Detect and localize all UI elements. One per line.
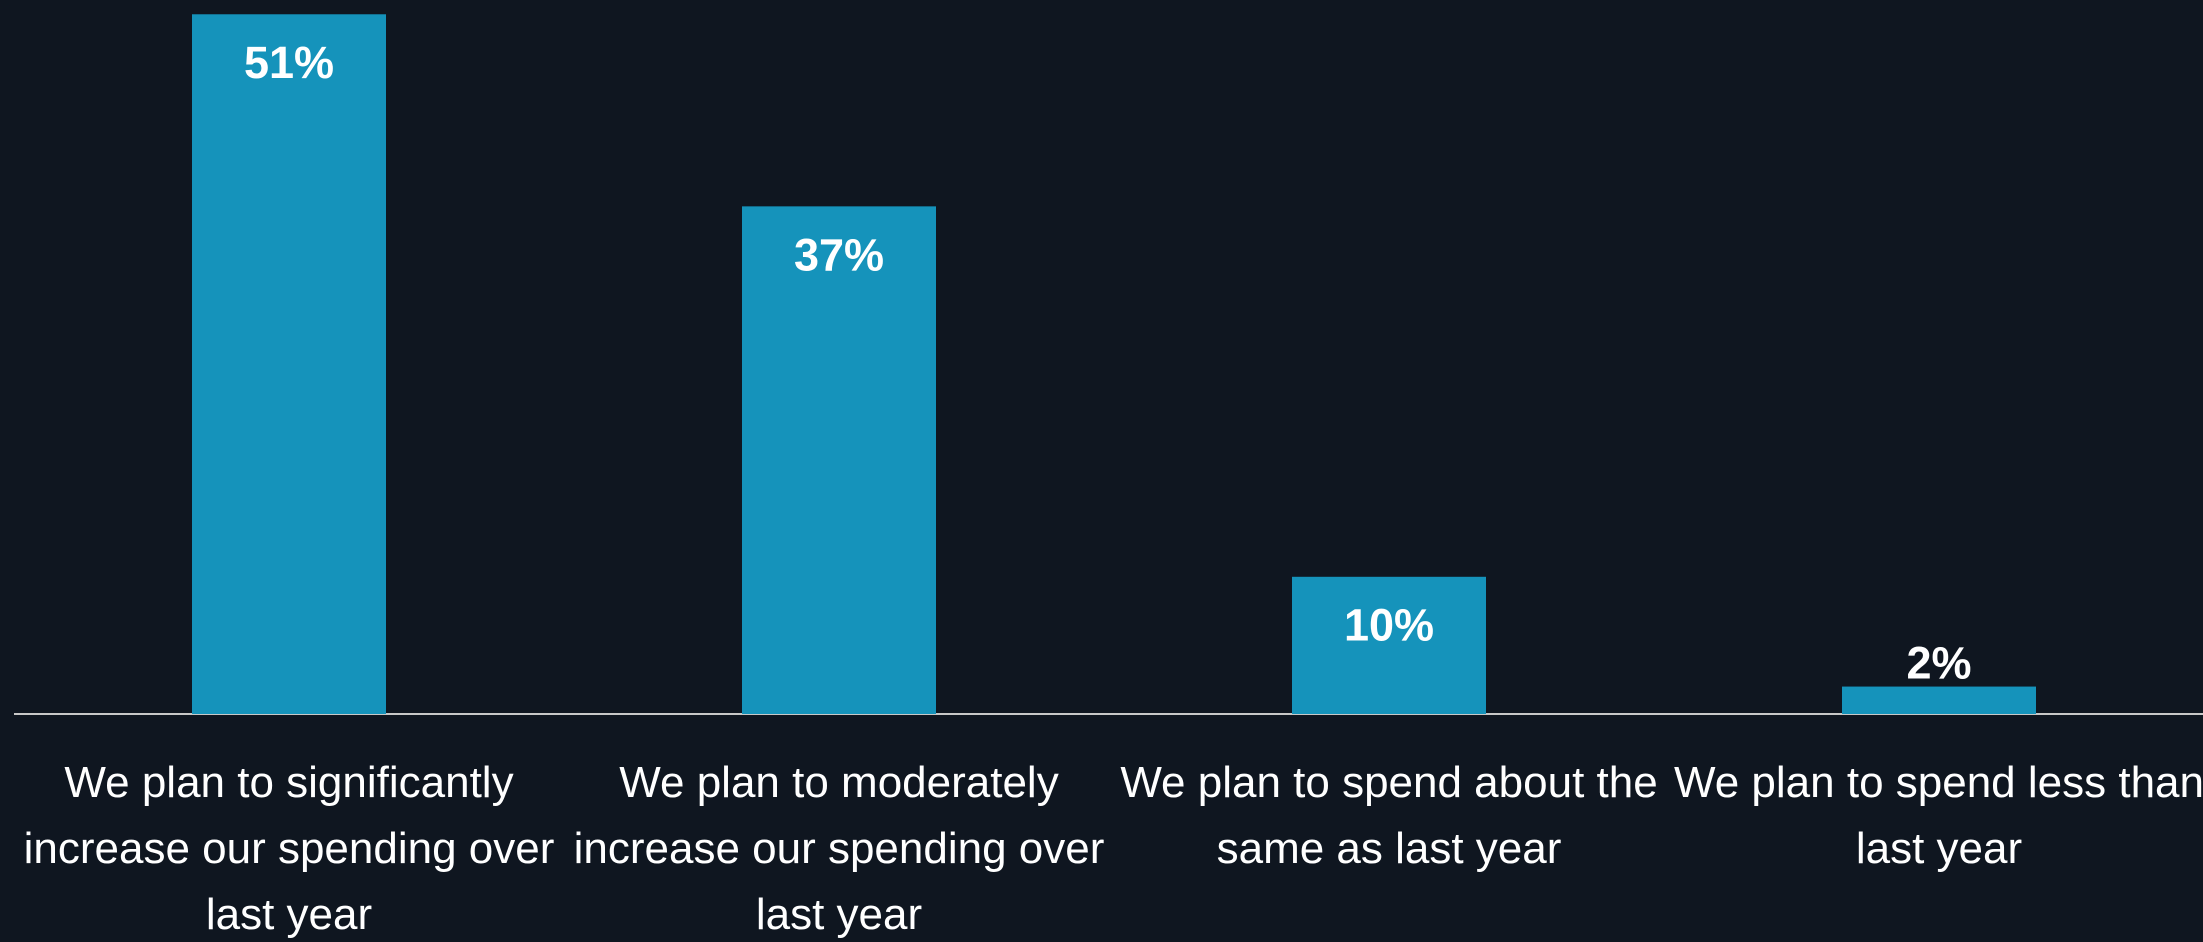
bar xyxy=(742,206,936,715)
x-tick-label: We plan to spend about the same as last … xyxy=(1120,758,1658,873)
bar xyxy=(1842,686,2036,714)
x-tick-label: We plan to spend less than last year xyxy=(1674,758,2203,873)
bar xyxy=(192,14,386,714)
value-label: 37% xyxy=(794,229,884,280)
value-label: 2% xyxy=(1906,637,1971,688)
x-tick-label: We plan to significantly increase our sp… xyxy=(23,758,555,939)
value-label: 51% xyxy=(244,37,334,88)
bar xyxy=(1292,576,1486,714)
value-label: 10% xyxy=(1344,600,1434,651)
x-tick-label: We plan to moderately increase our spend… xyxy=(573,758,1105,939)
